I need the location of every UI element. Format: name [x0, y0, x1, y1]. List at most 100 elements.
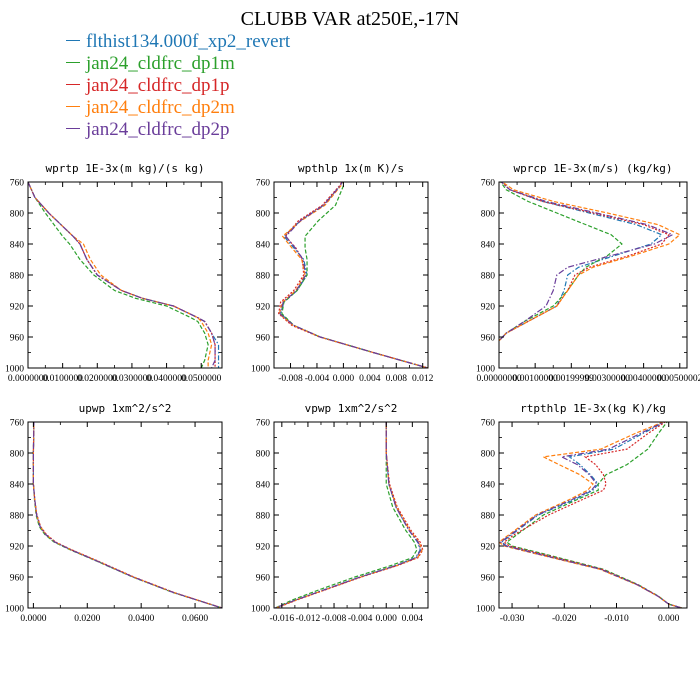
panel-2: wpthlp 1x(m K)/s 760 800 840 880 920 960 1000 -0…	[251, 162, 434, 384]
series-line-3	[28, 182, 216, 368]
legend-label-2: jan24_cldfrc_dp1m	[86, 53, 235, 74]
x-tick-label: 0.0600	[182, 614, 208, 624]
x-tick-label: -0.020	[552, 614, 577, 624]
x-tick-label: 0.0500000	[181, 374, 222, 384]
x-tick-label: -0.016	[270, 614, 295, 624]
y-tick-label: 960	[481, 334, 496, 344]
x-tick-label: 0.0200	[74, 614, 100, 624]
series-line-5	[275, 422, 422, 608]
x-tick-label: 0.00300000	[585, 374, 630, 384]
series-line-1	[275, 422, 421, 608]
x-tick-label: 0.000	[333, 374, 355, 384]
legend-swatch-5	[66, 128, 80, 130]
series-line-3	[499, 182, 670, 342]
x-tick-label: 0.0100000	[42, 374, 83, 384]
panel-6: rtpthlp 1E-3x(kg K)/kg 760 800 840 880 920 960…	[476, 402, 688, 624]
y-tick-label: 760	[256, 179, 271, 189]
panel-title: vpwp 1xm^2/s^2	[305, 402, 398, 415]
series-line-1	[500, 422, 682, 608]
series-line-4	[499, 422, 682, 608]
x-tick-label: 0.00400000	[621, 374, 666, 384]
y-tick-label: 960	[10, 334, 25, 344]
y-tick-label: 880	[10, 272, 25, 282]
series-line-2	[28, 182, 209, 368]
x-tick-label: 0.004	[359, 374, 381, 384]
plot-frame	[27, 421, 223, 609]
x-tick-label: 0.00100000	[513, 374, 558, 384]
y-tick-label: 920	[256, 543, 271, 553]
y-tick-label: 1000	[5, 605, 24, 615]
panel-1: wprtp 1E-3x(m kg)/(s kg) 760 800 840 880 920 9…	[5, 162, 223, 384]
x-tick-label: 0.000	[658, 614, 680, 624]
y-tick-label: 800	[256, 450, 271, 460]
y-tick-label: 880	[10, 512, 25, 522]
series-line-4	[32, 422, 222, 608]
x-tick-label: 0.0300000	[112, 374, 153, 384]
x-tick-label: 0.0200000	[77, 374, 118, 384]
series-line-4	[499, 182, 681, 342]
y-tick-label: 840	[481, 241, 496, 251]
y-tick-label: 960	[256, 334, 271, 344]
panel-title: wprcp 1E-3x(m/s) (kg/kg)	[514, 162, 673, 175]
y-tick-label: 800	[10, 450, 25, 460]
y-tick-label: 760	[481, 419, 496, 429]
y-tick-label: 920	[10, 543, 25, 553]
series-line-4	[275, 422, 423, 608]
series-line-5	[499, 422, 682, 608]
y-tick-label: 800	[481, 210, 496, 220]
plot-frame	[273, 181, 429, 369]
legend-item-3: jan24_cldfrc_dp1p	[66, 75, 290, 97]
panel-title: rtpthlp 1E-3x(kg K)/kg	[520, 402, 666, 415]
legend-item-4: jan24_cldfrc_dp2m	[66, 97, 290, 119]
y-tick-label: 760	[481, 179, 496, 189]
series-line-5	[28, 182, 216, 368]
x-tick-label: -0.030	[500, 614, 525, 624]
y-tick-label: 800	[256, 210, 271, 220]
legend-swatch-4	[66, 106, 80, 108]
x-tick-label: -0.004	[305, 374, 330, 384]
legend-item-1: flthist134.000f_xp2_revert	[66, 31, 290, 53]
x-tick-label: 0.008	[386, 374, 408, 384]
series-line-2	[32, 422, 222, 608]
y-tick-label: 800	[481, 450, 496, 460]
x-tick-label: -0.010	[604, 614, 629, 624]
y-tick-label: 880	[256, 512, 271, 522]
legend-item-2: jan24_cldfrc_dp1m	[66, 53, 290, 75]
series-line-1	[279, 182, 428, 368]
y-tick-label: 1000	[251, 365, 270, 375]
legend-swatch-2	[66, 62, 80, 64]
y-tick-label: 920	[481, 543, 496, 553]
series-line-5	[499, 182, 674, 342]
y-tick-label: 1000	[476, 365, 495, 375]
series-line-2	[505, 422, 682, 608]
y-tick-label: 840	[10, 481, 25, 491]
y-tick-label: 960	[481, 574, 496, 584]
y-tick-label: 960	[10, 574, 25, 584]
x-tick-label: 0.0000	[20, 614, 46, 624]
legend-swatch-3	[66, 84, 80, 86]
y-tick-label: 760	[10, 419, 25, 429]
figure-title: CLUBB VAR at250E,-17N	[240, 8, 460, 30]
y-tick-label: 920	[10, 303, 25, 313]
y-tick-label: 880	[481, 512, 496, 522]
series-line-3	[277, 182, 428, 368]
y-tick-label: 1000	[5, 365, 24, 375]
x-tick-label: 0.00000000	[476, 374, 521, 384]
panel-4: upwp 1xm^2/s^2 760 800 840 880 920 960 10000.00…	[5, 402, 223, 624]
x-tick-label: -0.004	[348, 614, 373, 624]
legend-label-1: flthist134.000f_xp2_revert	[86, 31, 291, 52]
series-line-2	[281, 182, 428, 368]
y-tick-label: 1000	[476, 605, 495, 615]
x-tick-label: -0.008	[322, 614, 347, 624]
x-tick-label: 0.00199999	[549, 374, 594, 384]
y-tick-label: 920	[256, 303, 271, 313]
panel-title: wprtp 1E-3x(m kg)/(s kg)	[46, 162, 205, 175]
y-tick-label: 840	[256, 241, 271, 251]
legend: flthist134.000f_xp2_revert jan24_cldfrc_…	[66, 31, 290, 141]
x-tick-label: 0.0400	[128, 614, 154, 624]
legend-item-5: jan24_cldfrc_dp2p	[66, 119, 290, 141]
series-line-2	[275, 422, 418, 608]
x-tick-label: 0.000	[376, 614, 398, 624]
panel-3: wprcp 1E-3x(m/s) (kg/kg) 760 800 840 880 920 9…	[476, 162, 700, 384]
x-tick-label: 0.00500002	[657, 374, 700, 384]
